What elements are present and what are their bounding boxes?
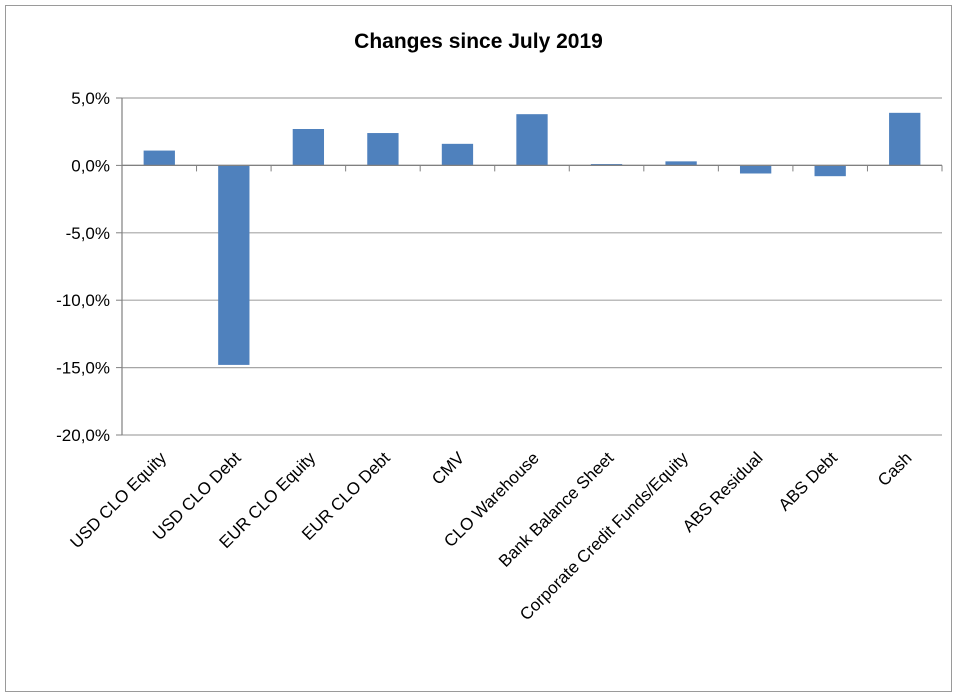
y-tick-label: 0,0% [71,156,110,175]
x-category-label: CMV [428,448,469,489]
y-tick-label: -5,0% [66,224,110,243]
y-tick-label: -20,0% [56,426,110,445]
bar [889,112,921,166]
x-category-label: ABS Debt [775,448,841,514]
bar [516,114,548,166]
x-category-label: ABS Residual [679,448,767,536]
bar [218,165,250,365]
chart-frame [5,5,952,692]
y-tick-label: -15,0% [56,359,110,378]
bar [292,129,325,166]
bar [143,150,175,166]
y-tick-label: 5,0% [71,89,110,108]
bar [441,143,474,166]
bar [367,133,399,166]
x-category-label: Cash [874,448,915,489]
bar [665,161,697,166]
y-tick-label: -10,0% [56,291,110,310]
chart-title: Changes since July 2019 [354,30,603,53]
bar [814,165,846,177]
bar [739,165,772,174]
